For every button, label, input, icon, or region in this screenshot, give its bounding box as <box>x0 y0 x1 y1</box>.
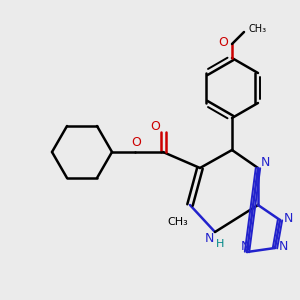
Text: O: O <box>218 35 228 49</box>
Text: H: H <box>216 239 224 249</box>
Text: N: N <box>204 232 214 245</box>
Text: CH₃: CH₃ <box>168 217 188 227</box>
Text: N: N <box>278 241 288 254</box>
Text: N: N <box>283 212 293 226</box>
Text: N: N <box>240 239 250 253</box>
Text: O: O <box>131 136 141 148</box>
Text: O: O <box>150 119 160 133</box>
Text: CH₃: CH₃ <box>249 24 267 34</box>
Text: N: N <box>260 157 270 169</box>
